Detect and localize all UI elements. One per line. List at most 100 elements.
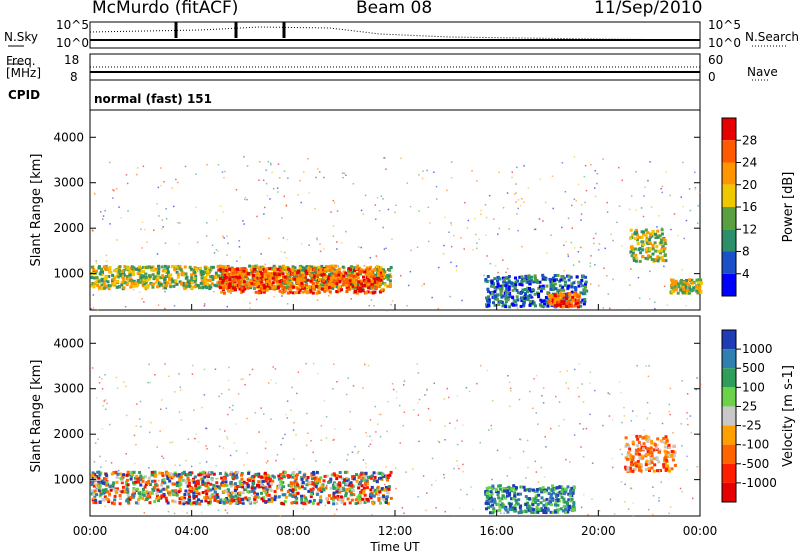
region-cell-1 bbox=[304, 269, 308, 273]
scatter-speck bbox=[312, 451, 314, 454]
region-cell-2 bbox=[631, 458, 634, 462]
scatter-speck bbox=[637, 276, 640, 279]
region-cell-3 bbox=[563, 295, 567, 299]
region-cell-2 bbox=[487, 295, 490, 299]
region-cell-0 bbox=[132, 284, 136, 288]
region-cell-2 bbox=[664, 458, 668, 462]
region-cell-0 bbox=[341, 265, 345, 269]
region-cell-5 bbox=[686, 288, 690, 292]
region-cell-0 bbox=[271, 479, 275, 483]
region-cell-0 bbox=[108, 494, 112, 498]
scatter-speck bbox=[585, 427, 588, 430]
region-cell-1 bbox=[286, 291, 290, 295]
scatter-speck bbox=[573, 156, 576, 158]
region-cell-4 bbox=[649, 255, 653, 259]
region-cell-0 bbox=[192, 277, 196, 281]
region-cell-0 bbox=[206, 481, 210, 485]
region-cell-2 bbox=[647, 437, 651, 440]
region-cell-2 bbox=[522, 303, 526, 307]
region-cell-0 bbox=[361, 491, 365, 495]
region-cell-2 bbox=[507, 275, 511, 278]
region-cell-0 bbox=[110, 472, 114, 476]
region-cell-1 bbox=[498, 484, 502, 488]
region-cell-1 bbox=[511, 508, 515, 512]
scatter-speck bbox=[171, 187, 173, 189]
region-cell-0 bbox=[142, 493, 146, 497]
region-cell-0 bbox=[175, 282, 179, 286]
region-cell-0 bbox=[244, 496, 248, 500]
scatter-speck bbox=[409, 270, 412, 273]
scatter-speck bbox=[466, 227, 469, 229]
region-cell-1 bbox=[257, 282, 260, 285]
scatter-speck bbox=[308, 244, 310, 246]
region-cell-0 bbox=[136, 477, 140, 481]
region-cell-0 bbox=[172, 492, 176, 496]
region-cell-0 bbox=[195, 500, 199, 504]
region-cell-0 bbox=[211, 265, 215, 269]
region-cell-0 bbox=[159, 282, 163, 286]
region-cell-2 bbox=[537, 295, 541, 299]
region-cell-0 bbox=[200, 276, 204, 280]
scatter-speck bbox=[567, 253, 569, 255]
region-cell-1 bbox=[562, 509, 565, 513]
station-title: McMurdo (fitACF) bbox=[92, 0, 239, 18]
region-cell-0 bbox=[185, 284, 189, 288]
region-cell-1 bbox=[228, 267, 232, 271]
scatter-speck bbox=[575, 199, 577, 202]
region-cell-0 bbox=[149, 266, 153, 270]
region-cell-1 bbox=[356, 285, 360, 289]
scatter-speck bbox=[680, 196, 682, 198]
region-cell-0 bbox=[153, 470, 157, 474]
scatter-speck bbox=[333, 363, 335, 365]
region-cell-1 bbox=[296, 287, 300, 291]
scatter-speck bbox=[399, 442, 401, 444]
region-cell-0 bbox=[367, 476, 371, 480]
region-cell-0 bbox=[126, 280, 130, 284]
scatter-speck bbox=[328, 295, 330, 297]
region-cell-2 bbox=[507, 285, 511, 289]
scatter-speck bbox=[92, 294, 95, 296]
region-cell-0 bbox=[305, 478, 309, 482]
scatter-speck bbox=[598, 510, 601, 512]
region-cell-1 bbox=[239, 291, 243, 294]
scatter-speck bbox=[682, 205, 684, 208]
scatter-speck bbox=[589, 265, 592, 268]
scatter-speck bbox=[246, 417, 248, 420]
region-cell-0 bbox=[118, 265, 122, 269]
region-cell-0 bbox=[386, 476, 390, 480]
region-cell-0 bbox=[300, 485, 304, 489]
region-cell-2 bbox=[515, 295, 519, 299]
region-cell-0 bbox=[128, 270, 132, 273]
region-cell-5 bbox=[697, 278, 701, 282]
scatter-speck bbox=[360, 246, 362, 249]
scatter-speck bbox=[238, 240, 240, 242]
region-cell-0 bbox=[229, 484, 233, 488]
scatter-speck bbox=[249, 302, 251, 304]
region-cell-1 bbox=[512, 484, 516, 488]
region-cell-0 bbox=[262, 496, 266, 500]
region-cell-4 bbox=[659, 241, 663, 244]
region-cell-0 bbox=[372, 494, 376, 498]
region-cell-0 bbox=[134, 267, 138, 271]
region-cell-4 bbox=[656, 235, 660, 239]
region-cell-0 bbox=[138, 280, 142, 284]
region-cell-0 bbox=[143, 485, 147, 489]
region-cell-0 bbox=[267, 493, 271, 497]
region-cell-2 bbox=[634, 448, 638, 452]
region-cell-0 bbox=[291, 481, 295, 485]
region-cell-0 bbox=[348, 273, 352, 277]
region-cell-1 bbox=[241, 278, 245, 282]
region-cell-1 bbox=[363, 270, 367, 274]
region-cell-1 bbox=[556, 499, 560, 503]
region-cell-0 bbox=[98, 484, 102, 487]
region-cell-0 bbox=[104, 477, 108, 481]
colorbar-segment bbox=[722, 184, 736, 207]
region-cell-0 bbox=[364, 475, 368, 479]
region-cell-5 bbox=[677, 283, 681, 286]
scatter-speck bbox=[373, 305, 375, 307]
region-cell-0 bbox=[90, 480, 94, 484]
region-cell-0 bbox=[225, 497, 229, 500]
region-cell-0 bbox=[349, 265, 353, 269]
region-cell-0 bbox=[152, 269, 156, 273]
